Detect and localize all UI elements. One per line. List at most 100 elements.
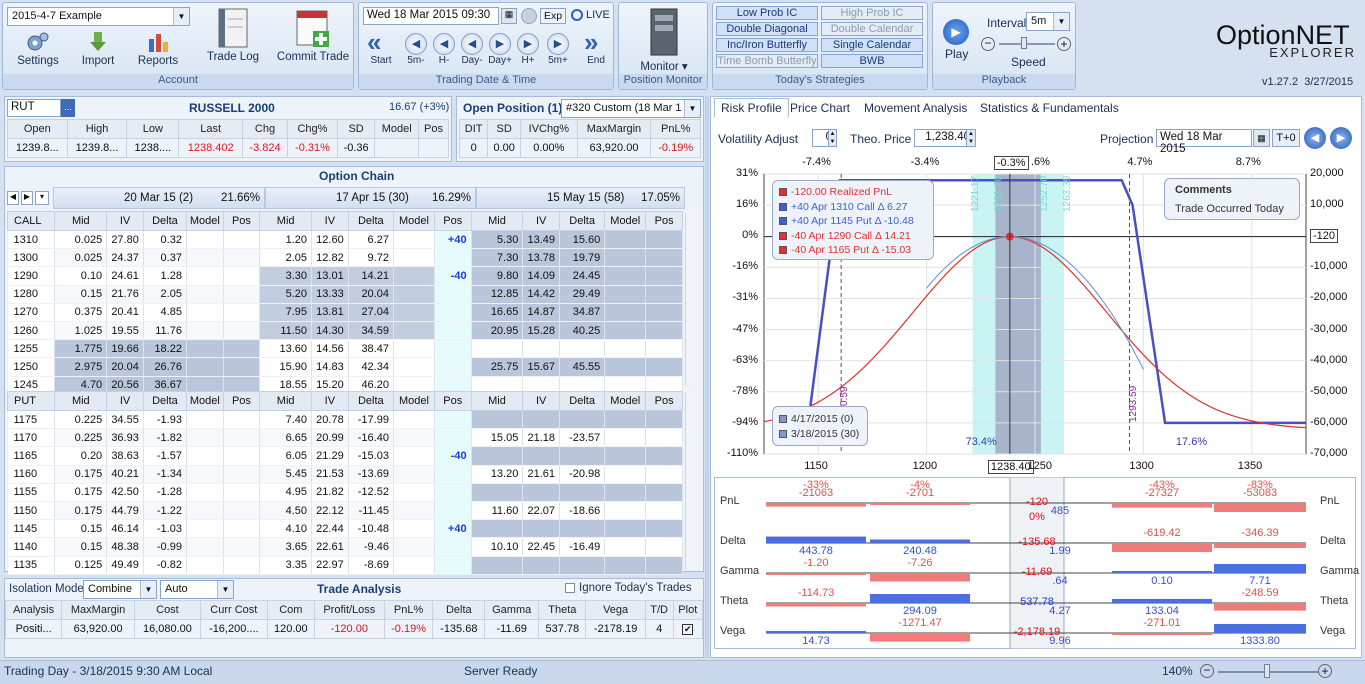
chain-cell[interactable] bbox=[223, 285, 261, 304]
chain-row[interactable]: 1255 1.775 19.66 18.22 13.60 14.56 38.47 bbox=[7, 339, 683, 359]
strategy-button[interactable]: Inc/Iron Butterfly bbox=[716, 38, 818, 52]
zoom-slider-thumb[interactable] bbox=[1264, 664, 1270, 678]
chain-cell[interactable] bbox=[559, 339, 606, 359]
chain-cell[interactable] bbox=[223, 465, 261, 484]
chain-row[interactable]: 1310 0.025 27.80 0.32 1.20 12.60 6.27 +40 5.30 13… bbox=[7, 230, 683, 250]
chain-cell[interactable] bbox=[434, 321, 472, 341]
chain-row[interactable]: 1300 0.025 24.37 0.37 2.05 12.82 9.72 7.30 13.78… bbox=[7, 248, 683, 268]
chain-cell[interactable]: 20.04 bbox=[106, 357, 144, 377]
chain-cell[interactable] bbox=[223, 266, 261, 286]
chain-cell[interactable]: 0.175 bbox=[54, 501, 108, 521]
chain-cell[interactable] bbox=[645, 266, 683, 286]
chain-cell[interactable] bbox=[393, 410, 435, 430]
chain-cell[interactable] bbox=[223, 501, 261, 521]
chain-cell[interactable] bbox=[186, 285, 224, 304]
chain-cell[interactable] bbox=[393, 446, 435, 466]
chain-cell[interactable]: -17.99 bbox=[348, 410, 394, 430]
chain-cell[interactable]: -0.82 bbox=[143, 556, 187, 575]
chain-cell[interactable]: 34.87 bbox=[559, 303, 606, 322]
zoom-in-button[interactable]: + bbox=[1318, 664, 1332, 678]
chain-cell[interactable] bbox=[393, 519, 435, 539]
chain-cell[interactable] bbox=[645, 556, 683, 575]
plus-day-button[interactable]: ▶ bbox=[489, 33, 511, 55]
chain-cell[interactable]: -15.03 bbox=[348, 446, 394, 466]
chain-cell[interactable] bbox=[223, 410, 261, 430]
chain-cell[interactable]: 3.30 bbox=[259, 266, 313, 286]
chain-cell[interactable] bbox=[186, 556, 224, 575]
chain-cell[interactable]: 20.04 bbox=[348, 285, 394, 304]
chain-cell[interactable]: 13.81 bbox=[311, 303, 349, 322]
chain-cell[interactable] bbox=[186, 483, 224, 502]
chain-cell[interactable]: 3.65 bbox=[259, 537, 313, 557]
chain-cell[interactable] bbox=[186, 303, 224, 322]
chain-menu-button[interactable]: ▾ bbox=[35, 191, 49, 205]
chain-cell[interactable]: 38.47 bbox=[348, 339, 394, 359]
strategy-button[interactable]: Low Prob IC bbox=[716, 6, 818, 20]
chain-cell[interactable] bbox=[186, 266, 224, 286]
chain-cell[interactable]: 0.125 bbox=[54, 556, 108, 575]
chain-cell[interactable]: -1.22 bbox=[143, 501, 187, 521]
chain-cell[interactable] bbox=[471, 410, 524, 430]
chain-cell[interactable] bbox=[645, 303, 683, 322]
chain-cell[interactable] bbox=[522, 519, 560, 539]
chain-cell[interactable]: 5.45 bbox=[259, 465, 313, 484]
chain-cell[interactable]: 9.72 bbox=[348, 248, 394, 268]
chain-cell[interactable] bbox=[604, 501, 647, 521]
chain-cell[interactable]: 34.55 bbox=[106, 410, 144, 430]
chain-cell[interactable]: +40 bbox=[434, 519, 472, 539]
chain-row[interactable]: 1270 0.375 20.41 4.85 7.95 13.81 27.04 16.65 14.… bbox=[7, 303, 683, 322]
chain-cell[interactable] bbox=[522, 339, 560, 359]
chain-cell[interactable]: 20.41 bbox=[106, 303, 144, 322]
chain-cell[interactable] bbox=[522, 410, 560, 430]
chain-cell[interactable] bbox=[604, 537, 647, 557]
chain-cell[interactable]: 12.60 bbox=[311, 230, 349, 250]
chain-cell[interactable]: 24.37 bbox=[106, 248, 144, 268]
chain-cell[interactable] bbox=[559, 446, 606, 466]
chain-cell[interactable] bbox=[645, 357, 683, 377]
projection-input[interactable]: Wed 18 Mar 2015 bbox=[1156, 129, 1252, 155]
chain-cell[interactable] bbox=[186, 248, 224, 268]
chain-cell[interactable]: 4.10 bbox=[259, 519, 313, 539]
chain-cell[interactable]: 21.82 bbox=[311, 483, 349, 502]
chain-cell[interactable]: 40.25 bbox=[559, 321, 606, 341]
chain-cell[interactable] bbox=[434, 410, 472, 430]
strategy-button[interactable]: BWB bbox=[821, 54, 923, 68]
chain-cell[interactable]: 0.175 bbox=[54, 483, 108, 502]
chain-cell[interactable]: 24.45 bbox=[559, 266, 606, 286]
chain-cell[interactable]: 6.05 bbox=[259, 446, 313, 466]
chain-cell[interactable]: 0.225 bbox=[54, 428, 108, 448]
speed-minus-button[interactable]: − bbox=[981, 37, 995, 51]
theo-price-input[interactable]: 1,238.40 bbox=[914, 129, 974, 147]
account-select[interactable]: 2015-4-7 Example ▼ bbox=[7, 7, 190, 26]
chain-cell[interactable] bbox=[393, 556, 435, 575]
tab-statistics-fundamentals[interactable]: Statistics & Fundamentals bbox=[980, 101, 1119, 115]
chain-cell[interactable] bbox=[471, 339, 524, 359]
chain-cell[interactable]: 22.97 bbox=[311, 556, 349, 575]
symbol-input[interactable]: RUT bbox=[7, 99, 61, 117]
chain-cell[interactable]: -18.66 bbox=[559, 501, 606, 521]
chain-cell[interactable] bbox=[522, 483, 560, 502]
chain-cell[interactable]: -13.69 bbox=[348, 465, 394, 484]
chain-cell[interactable]: 2.975 bbox=[54, 357, 108, 377]
chain-cell[interactable]: 22.12 bbox=[311, 501, 349, 521]
monitor-button[interactable]: Monitor ▾ bbox=[629, 7, 699, 73]
chain-cell[interactable]: -23.57 bbox=[559, 428, 606, 448]
chain-cell[interactable] bbox=[186, 446, 224, 466]
chain-cell[interactable]: 15.90 bbox=[259, 357, 313, 377]
chain-cell[interactable]: 46.20 bbox=[348, 376, 394, 395]
chain-cell[interactable] bbox=[645, 483, 683, 502]
chain-cell[interactable] bbox=[186, 537, 224, 557]
chain-cell[interactable] bbox=[223, 230, 261, 250]
chain-cell[interactable]: 18.55 bbox=[259, 376, 313, 395]
chain-cell[interactable] bbox=[186, 230, 224, 250]
chain-cell[interactable] bbox=[604, 465, 647, 484]
chain-row[interactable]: 1290 0.10 24.61 1.28 3.30 13.01 14.21 -40 9.80 14… bbox=[7, 266, 683, 286]
chain-cell[interactable]: 0.375 bbox=[54, 303, 108, 322]
chain-cell[interactable]: 13.49 bbox=[522, 230, 560, 250]
expiry-header[interactable]: 15 May 15 (58) 17.05% bbox=[476, 187, 685, 209]
chain-cell[interactable] bbox=[393, 303, 435, 322]
chain-cell[interactable] bbox=[186, 501, 224, 521]
chain-cell[interactable]: 48.38 bbox=[106, 537, 144, 557]
chain-cell[interactable] bbox=[522, 446, 560, 466]
minus-5m-button[interactable]: ◀ bbox=[405, 33, 427, 55]
